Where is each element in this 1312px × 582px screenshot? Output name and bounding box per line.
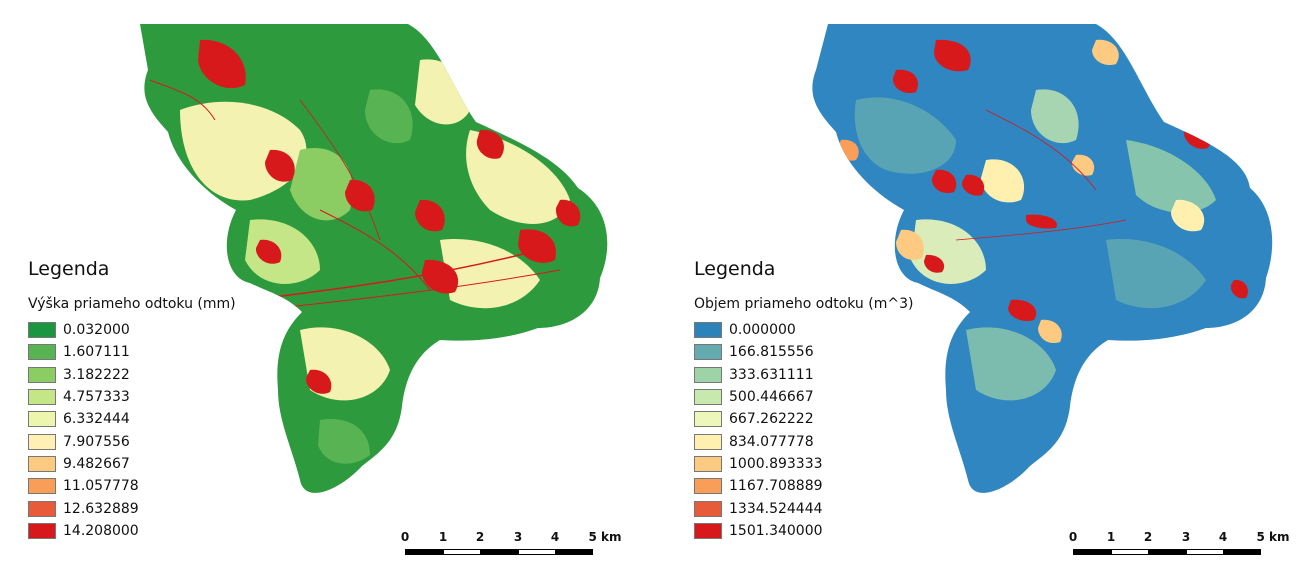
legend-swatch (28, 322, 56, 339)
legend-label: 9.482667 (63, 455, 130, 472)
scale-tick-label: 4 (550, 530, 560, 544)
legend-swatch (28, 433, 56, 450)
legend-swatch (694, 322, 722, 339)
legend-swatch (694, 500, 722, 517)
scale-tick-label: 2 (1143, 530, 1153, 544)
scale-tick-label: 0 (400, 530, 410, 544)
legend-subtitle: Výška priameho odtoku (mm) (28, 296, 236, 312)
legend-item: 834.077778 (694, 430, 913, 452)
scale-segment (405, 549, 443, 555)
legend-item: 12.632889 (28, 497, 236, 519)
legend-item: 1167.708889 (694, 475, 913, 497)
legend-label: 0.032000 (63, 322, 130, 339)
scale-segment (518, 549, 556, 555)
legend-item: 9.482667 (28, 453, 236, 475)
map-runoff-height (140, 24, 608, 493)
legend-swatch (28, 478, 56, 495)
legend-label: 834.077778 (729, 433, 814, 450)
legend-item: 14.208000 (28, 520, 236, 542)
legend-item: 3.182222 (28, 364, 236, 386)
legend-item: 0.000000 (694, 319, 913, 341)
legend-swatch (694, 344, 722, 361)
legend-swatch (694, 411, 722, 428)
legend-label: 12.632889 (63, 500, 139, 517)
scale-tick-label: 1 (1106, 530, 1116, 544)
scale-tick-label: 5 km (588, 530, 622, 544)
legend-label: 500.446667 (729, 389, 814, 406)
legend-swatch (28, 500, 56, 517)
scale-segment (480, 549, 518, 555)
legend-subtitle: Objem priameho odtoku (m^3) (694, 296, 914, 312)
scale-segment (1111, 549, 1149, 555)
legend-item: 1501.340000 (694, 520, 913, 542)
scale-tick-label: 0 (1068, 530, 1078, 544)
legend-label: 1.607111 (63, 344, 130, 361)
scale-bar: 0 1 2 3 4 5 km (1066, 530, 1306, 560)
legend-label: 667.262222 (729, 411, 814, 428)
scale-segment (1186, 549, 1224, 555)
legend-swatch (28, 522, 56, 539)
scale-segment (1148, 549, 1186, 555)
legend-swatch (28, 366, 56, 383)
legend-swatch (694, 478, 722, 495)
legend-label: 1000.893333 (729, 455, 823, 472)
scale-tick-label: 3 (1181, 530, 1191, 544)
legend-item: 667.262222 (694, 408, 913, 430)
legend-label: 1167.708889 (729, 478, 823, 495)
legend-label: 1501.340000 (729, 522, 823, 539)
scale-tick-label: 1 (438, 530, 448, 544)
legend-swatch (694, 522, 722, 539)
legend-item: 1334.524444 (694, 497, 913, 519)
map-panel-runoff-volume: Legenda Objem priameho odtoku (m^3) 0.00… (656, 0, 1312, 582)
legend-item: 0.032000 (28, 319, 236, 341)
legend-label: 166.815556 (729, 344, 814, 361)
map-runoff-volume (812, 24, 1273, 493)
legend: Legenda Výška priameho odtoku (mm) 0.032… (28, 258, 236, 542)
scale-segment (443, 549, 481, 555)
legend-item: 500.446667 (694, 386, 913, 408)
legend-item: 4.757333 (28, 386, 236, 408)
scale-bar: 0 1 2 3 4 5 km (398, 530, 638, 560)
scale-tick-label: 3 (513, 530, 523, 544)
scale-tick-label: 5 km (1256, 530, 1290, 544)
scale-tick-label: 4 (1218, 530, 1228, 544)
legend-swatch (694, 455, 722, 472)
legend-swatch (28, 344, 56, 361)
scale-segment (1073, 549, 1111, 555)
legend-label: 7.907556 (63, 433, 130, 450)
legend-label: 3.182222 (63, 366, 130, 383)
legend-swatch (694, 433, 722, 450)
legend-label: 11.057778 (63, 478, 139, 495)
legend-title: Legenda (28, 258, 110, 280)
legend-item: 7.907556 (28, 430, 236, 452)
legend-swatch (694, 389, 722, 406)
legend-label: 0.000000 (729, 322, 796, 339)
legend-item: 11.057778 (28, 475, 236, 497)
legend-label: 14.208000 (63, 522, 139, 539)
legend-item: 1.607111 (28, 341, 236, 363)
legend: Legenda Objem priameho odtoku (m^3) 0.00… (694, 258, 913, 542)
legend-swatch (28, 411, 56, 428)
legend-label: 1334.524444 (729, 500, 823, 517)
map-panel-runoff-height: Legenda Výška priameho odtoku (mm) 0.032… (28, 24, 638, 560)
legend-title: Legenda (694, 258, 776, 280)
scale-segment (555, 549, 593, 555)
legend-item: 333.631111 (694, 364, 913, 386)
legend-item: 166.815556 (694, 341, 913, 363)
legend-item: 1000.893333 (694, 453, 913, 475)
scale-tick-label: 2 (475, 530, 485, 544)
legend-label: 4.757333 (63, 389, 130, 406)
legend-swatch (694, 366, 722, 383)
legend-label: 333.631111 (729, 366, 814, 383)
legend-item: 6.332444 (28, 408, 236, 430)
legend-swatch (28, 389, 56, 406)
legend-swatch (28, 455, 56, 472)
legend-label: 6.332444 (63, 411, 130, 428)
scale-segment (1223, 549, 1261, 555)
